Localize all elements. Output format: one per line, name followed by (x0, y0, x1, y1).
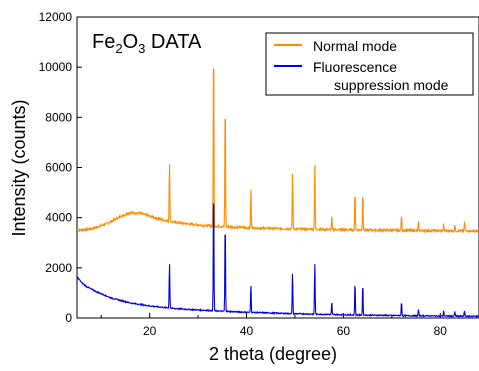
legend-box (265, 32, 474, 96)
y-tick-label: 2000 (45, 261, 72, 275)
x-axis-label: 2 theta (degree) (209, 344, 337, 364)
y-tick-label: 4000 (45, 211, 72, 225)
x-tick-label: 40 (240, 324, 254, 338)
y-tick-label: 6000 (45, 161, 72, 175)
legend-label-fluorescence-line2: suppression mode (334, 77, 449, 93)
legend: Normal mode Fluorescence suppression mod… (265, 32, 474, 96)
y-tick-label: 0 (65, 311, 72, 325)
y-tick-label: 10000 (39, 60, 73, 74)
x-axis-ticks: 20 40 60 80 (100, 313, 448, 338)
legend-label-normal: Normal mode (313, 38, 397, 54)
y-tick-label: 12000 (39, 10, 73, 24)
legend-label-fluorescence-line1: Fluorescence (313, 59, 397, 75)
x-tick-label: 20 (143, 324, 157, 338)
chart-title: Fe2O3 DATA (92, 31, 202, 56)
y-axis-ticks: 0 2000 4000 6000 8000 10000 12000 (39, 10, 82, 325)
y-axis-label: Intensity (counts) (9, 99, 29, 236)
series-layer (76, 68, 479, 318)
y-tick-label: 8000 (45, 110, 72, 124)
series-line-fluorescence (76, 202, 479, 318)
x-tick-label: 60 (337, 324, 351, 338)
x-tick-label: 80 (434, 324, 448, 338)
series-line-normal (76, 68, 479, 235)
